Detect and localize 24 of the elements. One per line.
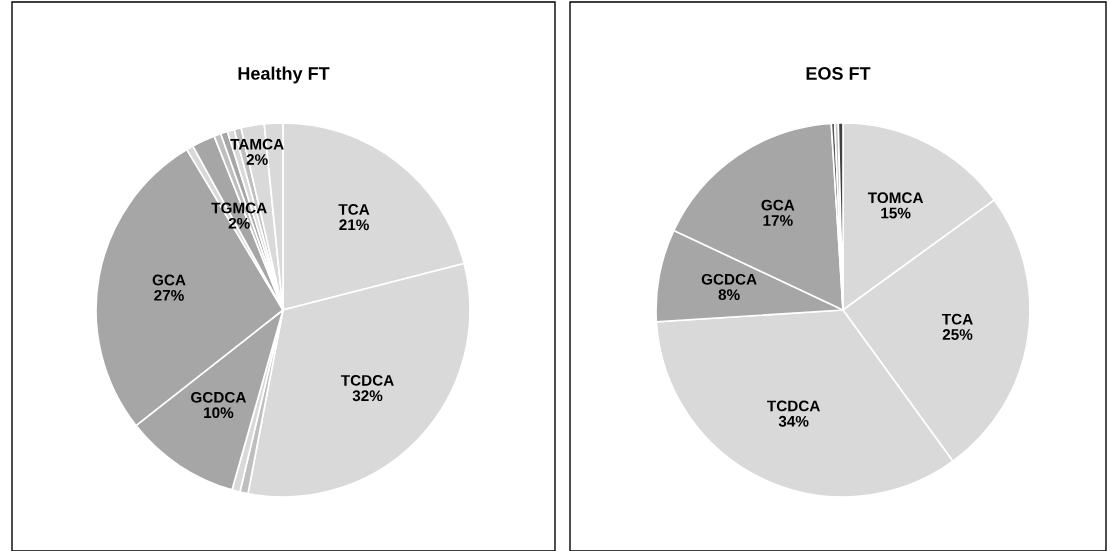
data-label: 34% — [778, 415, 809, 427]
data-label: 25% — [942, 329, 973, 340]
data-label: 27% — [154, 289, 184, 301]
slice-label: TGMCA — [211, 202, 267, 214]
slice-label: TCDCA — [767, 400, 820, 412]
slice-label: TAMCA — [230, 138, 284, 150]
slice-label: GCA — [761, 199, 795, 211]
data-label: 15% — [881, 207, 911, 219]
data-label: 21% — [339, 219, 369, 231]
data-label: 32% — [352, 390, 383, 402]
chart-title: Healthy FT — [238, 66, 330, 84]
slice-label: TCA — [941, 313, 973, 325]
slice-label: GCA — [152, 274, 186, 286]
slice-label: TOMCA — [867, 192, 924, 204]
slice-label: GCDCA — [191, 391, 247, 403]
data-label: 10% — [204, 407, 234, 419]
data-label: 17% — [763, 215, 793, 226]
slice-label: TCA — [338, 204, 370, 215]
chart-title: EOS FT — [806, 67, 871, 80]
data-label: 2% — [246, 154, 268, 165]
data-label: 2% — [228, 217, 250, 229]
slice-label: TCDCA — [340, 374, 394, 386]
slice-label: GCDCA — [701, 273, 757, 285]
data-label: 8% — [718, 289, 740, 301]
